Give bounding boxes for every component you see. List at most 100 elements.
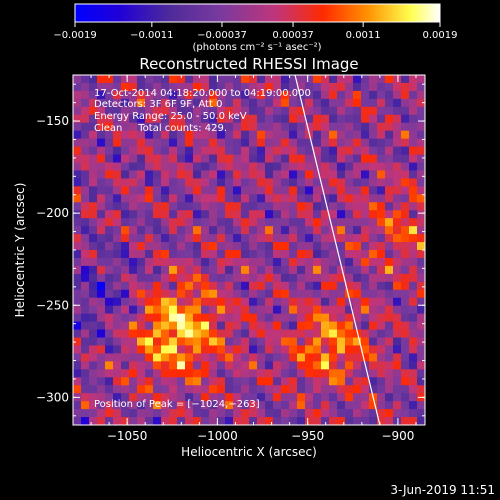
heatmap-cell bbox=[313, 146, 322, 155]
heatmap-cell bbox=[209, 226, 218, 235]
heatmap-cell bbox=[145, 186, 154, 195]
heatmap-cell bbox=[401, 162, 410, 171]
heatmap-cell bbox=[401, 385, 410, 394]
heatmap-cell bbox=[305, 297, 314, 307]
heatmap-cell bbox=[105, 265, 114, 275]
heatmap-cell bbox=[281, 313, 290, 322]
heatmap-cell bbox=[297, 281, 306, 291]
heatmap-cell bbox=[417, 313, 425, 322]
heatmap-cell bbox=[401, 329, 410, 338]
heatmap-cell bbox=[73, 305, 82, 315]
heatmap-cell bbox=[401, 401, 410, 410]
heatmap-cell bbox=[225, 289, 234, 299]
y-axis-ticks: −150−200−250−300 bbox=[36, 83, 425, 417]
heatmap-cell bbox=[337, 305, 346, 315]
heatmap-cell bbox=[89, 257, 98, 267]
heatmap-cell bbox=[81, 409, 90, 418]
heatmap-cell bbox=[249, 329, 258, 338]
heatmap-cell bbox=[161, 226, 170, 235]
heatmap-cell bbox=[209, 297, 218, 307]
heatmap-cell bbox=[241, 289, 250, 299]
heatmap-cell bbox=[225, 218, 234, 227]
heatmap-cell bbox=[153, 114, 162, 124]
heatmap-cell bbox=[401, 289, 410, 299]
heatmap-cell bbox=[121, 305, 130, 315]
heatmap-cell bbox=[369, 138, 378, 147]
heatmap-cell bbox=[169, 417, 178, 425]
heatmap-cell bbox=[145, 90, 154, 100]
heatmap-cell bbox=[361, 281, 370, 291]
heatmap-cell bbox=[169, 289, 178, 299]
heatmap-cell bbox=[385, 218, 394, 227]
heatmap-cell bbox=[305, 106, 314, 116]
heatmap-cell bbox=[353, 178, 362, 187]
heatmap-cell bbox=[105, 313, 114, 322]
heatmap-cell bbox=[121, 242, 130, 251]
heatmap-cell bbox=[289, 210, 298, 219]
heatmap-cell bbox=[305, 122, 314, 132]
heatmap-cell bbox=[321, 257, 330, 267]
heatmap-cell bbox=[329, 321, 338, 330]
heatmap-cell bbox=[361, 242, 370, 251]
heatmap-cell bbox=[217, 194, 226, 203]
heatmap-cell bbox=[177, 162, 186, 171]
heatmap-cell bbox=[273, 146, 282, 155]
heatmap-cell bbox=[201, 417, 210, 425]
heatmap-cell bbox=[217, 265, 226, 275]
heatmap-cell bbox=[417, 417, 425, 425]
heatmap-cell bbox=[329, 234, 338, 243]
heatmap-cell bbox=[153, 154, 162, 163]
heatmap-cell bbox=[417, 178, 425, 187]
heatmap-cell bbox=[137, 106, 146, 116]
annotation-detectors: Detectors: 3F 6F 9F, Att 0 bbox=[94, 99, 222, 110]
heatmap-cell bbox=[353, 305, 362, 315]
heatmap-cell bbox=[81, 82, 90, 92]
heatmap-cell bbox=[161, 234, 170, 243]
heatmap-cell bbox=[209, 82, 218, 92]
heatmap-cell bbox=[97, 257, 106, 267]
heatmap-cell bbox=[153, 377, 162, 386]
heatmap-cell bbox=[305, 82, 314, 92]
heatmap-cell bbox=[193, 297, 202, 307]
heatmap-cell bbox=[337, 218, 346, 227]
heatmap-cell bbox=[305, 75, 314, 84]
heatmap-cell bbox=[273, 385, 282, 394]
heatmap-cell bbox=[377, 377, 386, 386]
heatmap-cell bbox=[329, 138, 338, 147]
heatmap-cell bbox=[249, 154, 258, 163]
heatmap-cell bbox=[401, 130, 410, 140]
heatmap-cell bbox=[209, 250, 218, 259]
heatmap-cell bbox=[401, 146, 410, 155]
heatmap-cell bbox=[137, 146, 146, 155]
heatmap-cell bbox=[89, 194, 98, 203]
heatmap-cell bbox=[153, 186, 162, 195]
heatmap-cell bbox=[89, 250, 98, 259]
heatmap-cell bbox=[289, 106, 298, 116]
heatmap-cell bbox=[281, 377, 290, 386]
heatmap-cell bbox=[73, 130, 82, 140]
heatmap-cell bbox=[265, 321, 274, 330]
heatmap-cell bbox=[73, 154, 82, 163]
heatmap-cell bbox=[209, 353, 218, 362]
heatmap-cell bbox=[145, 146, 154, 155]
heatmap-cell bbox=[89, 210, 98, 219]
heatmap-cell bbox=[81, 265, 90, 275]
heatmap-cell bbox=[129, 281, 138, 291]
heatmap-cell bbox=[73, 385, 82, 394]
heatmap-cell bbox=[305, 305, 314, 315]
heatmap-cell bbox=[257, 210, 266, 219]
heatmap-cell bbox=[193, 250, 202, 259]
heatmap-cell bbox=[121, 122, 130, 132]
heatmap-cell bbox=[89, 305, 98, 315]
heatmap-cell bbox=[81, 122, 90, 132]
heatmap-cell bbox=[329, 90, 338, 100]
heatmap-cell bbox=[409, 202, 418, 211]
heatmap-cell bbox=[257, 321, 266, 330]
heatmap-cell bbox=[289, 98, 298, 108]
heatmap-cell bbox=[385, 273, 394, 283]
heatmap-cell bbox=[401, 170, 410, 179]
heatmap-cell bbox=[233, 194, 242, 203]
heatmap-cell bbox=[305, 162, 314, 171]
heatmap-cell bbox=[353, 257, 362, 267]
heatmap-cell bbox=[249, 114, 258, 124]
